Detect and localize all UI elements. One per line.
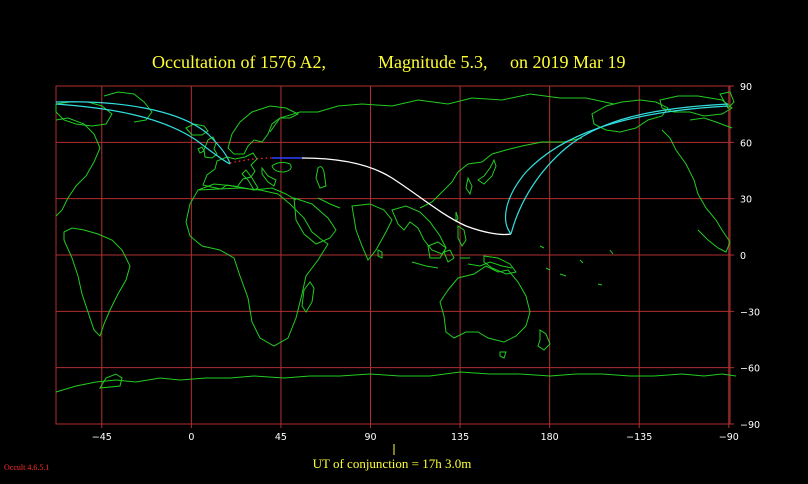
- coast-antarctic-peninsula: [99, 373, 123, 389]
- latitude-labels: 90 60 30 0 −30 −60 −90: [740, 82, 760, 431]
- longitude-labels: −45 0 45 90 135 180 −135 −90: [92, 432, 739, 443]
- longitude-label: 180: [541, 432, 559, 443]
- graticule: [55, 85, 734, 428]
- longitude-label: −45: [92, 432, 112, 443]
- coast-persian-gulf: [317, 197, 341, 209]
- coast-canada-east: [103, 91, 153, 123]
- map-title: Occultation of 1576 A2, Magnitude 5.3, o…: [152, 52, 626, 72]
- coast-britain: [197, 136, 218, 159]
- longitude-label: 0: [188, 432, 194, 443]
- latitude-label: 90: [740, 82, 752, 93]
- latitude-label: 30: [740, 195, 752, 206]
- latitude-label: −90: [740, 420, 760, 431]
- southern-limit-west: [55, 103, 231, 165]
- southern-limit-east: [504, 105, 729, 235]
- coast-china-coast: [419, 137, 583, 209]
- coast-pacific-islands: [539, 245, 614, 286]
- coast-north-africa: [197, 183, 297, 201]
- coast-korea-japan: [465, 158, 497, 196]
- coast-arabia: [293, 197, 337, 245]
- coast-black-caspian: [271, 161, 327, 189]
- coast-greenland-east: [719, 91, 735, 109]
- title-date: on 2019 Mar 19: [510, 52, 626, 72]
- software-version: Occult 4.6.5.1: [4, 463, 49, 472]
- longitude-label: −90: [719, 432, 739, 443]
- latitude-label: −60: [740, 364, 760, 375]
- northern-limit-west: [55, 101, 231, 165]
- coast-antarctica: [55, 371, 737, 393]
- coast-canada-north: [659, 95, 733, 129]
- coast-finland-russia-north: [269, 93, 615, 133]
- title-magnitude: Magnitude 5.3,: [378, 52, 488, 72]
- latitude-label: −30: [740, 307, 760, 318]
- coast-caribbean-south-america: [63, 227, 131, 337]
- coast-north-america-west: [661, 129, 731, 253]
- title-star: Occultation of 1576 A2,: [152, 52, 326, 72]
- coast-srilanka: [377, 249, 383, 259]
- central-line: [301, 157, 512, 236]
- occultation-paths: [55, 101, 729, 236]
- coast-alaska: [591, 99, 669, 133]
- coast-india: [351, 203, 393, 261]
- coast-tasmania-nz: [499, 329, 551, 359]
- latitude-label: 0: [740, 251, 746, 262]
- coast-taiwan-philippines: [455, 211, 467, 247]
- coast-indonesia: [411, 241, 513, 269]
- coast-australia: [439, 265, 531, 343]
- northern-limit-east: [510, 103, 729, 235]
- longitude-label: 90: [364, 432, 376, 443]
- longitude-label: 135: [451, 432, 469, 443]
- longitude-label: −135: [626, 432, 652, 443]
- conjunction-time: UT of conjunction = 17h 3.0m: [313, 456, 472, 471]
- longitude-label: 45: [275, 432, 287, 443]
- coast-africa: [185, 187, 329, 347]
- coast-north-america-east: [55, 117, 101, 217]
- latitude-label: 60: [740, 138, 752, 149]
- coast-se-asia: [391, 205, 447, 255]
- coast-madagascar: [301, 281, 315, 313]
